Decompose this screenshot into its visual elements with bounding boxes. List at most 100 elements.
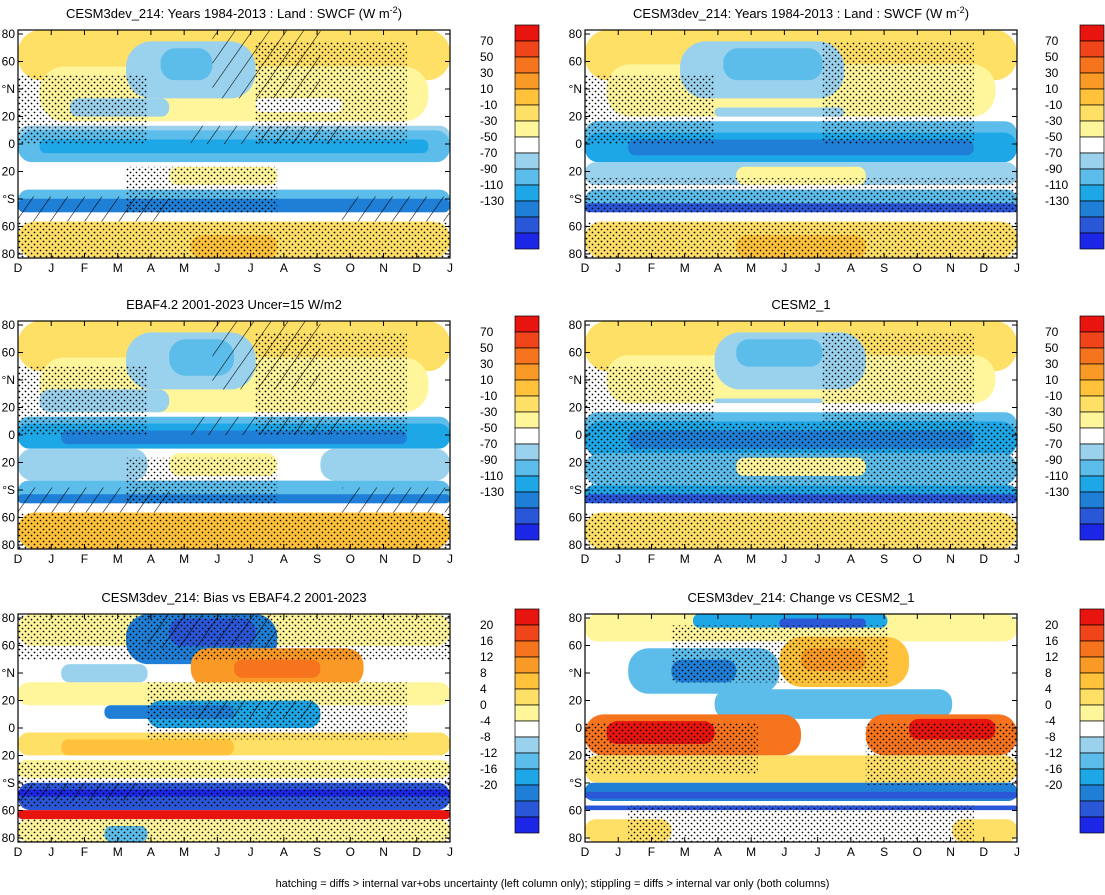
hatch-region: [147, 614, 278, 649]
colorbar-label: -4: [480, 714, 491, 728]
stipple-region: [18, 819, 450, 842]
x-tick-label: D: [581, 845, 590, 859]
colorbar-swatch: [1079, 608, 1105, 626]
colorbar-label: -30: [480, 114, 498, 128]
x-tick-label: A: [714, 261, 722, 275]
colorbar-swatch: [514, 523, 540, 541]
colorbar-swatch: [514, 395, 540, 413]
title-suffix: ): [398, 6, 402, 21]
colorbar-swatch: [514, 72, 540, 90]
y-tick-label: 80: [2, 247, 16, 261]
color-field: [18, 614, 450, 842]
colorbar-label: -110: [480, 469, 503, 483]
contour-region: [723, 48, 823, 81]
x-tick-label: J: [1014, 261, 1020, 275]
y-tick-label: °S: [2, 776, 15, 790]
x-tick-label: A: [847, 845, 855, 859]
y-tick-label: 20: [2, 456, 16, 470]
colorbar-swatch: [1079, 363, 1105, 381]
y-tick-label: 80: [2, 27, 16, 41]
colorbar-swatch: [514, 768, 540, 786]
panel-title: CESM3dev_214: Years 1984-2013 : Land : S…: [633, 5, 969, 21]
y-tick-label: 20: [569, 401, 583, 415]
colorbar-label: -70: [1045, 437, 1063, 451]
colorbar-swatch: [514, 459, 540, 477]
colorbar-swatch: [1079, 491, 1105, 509]
contour-region: [61, 664, 148, 683]
colorbar-swatch: [514, 120, 540, 138]
colorbar: 20 16 12 8 4 0 -4 -8 -12 -16 -20: [480, 608, 540, 834]
colorbar-swatch: [1079, 120, 1105, 138]
colorbar: 70 50 30 10 -10 -30 -50 -70 -90 -110 -130: [480, 24, 540, 250]
colorbar-swatch: [1079, 640, 1105, 658]
y-tick-label: 80: [569, 831, 583, 845]
panel-title: CESM3dev_214: Change vs CESM2_1: [688, 590, 915, 605]
colorbar-swatch: [514, 24, 540, 42]
colorbar-swatch: [1079, 507, 1105, 525]
y-tick-label: °S: [2, 483, 15, 497]
hatch-region: [212, 30, 321, 99]
y-tick-label: 0: [8, 137, 15, 151]
x-tick-label: N: [379, 845, 388, 859]
contour-region: [61, 739, 235, 756]
title-exponent: -2: [957, 5, 965, 15]
colorbar-swatch: [1079, 24, 1105, 42]
colorbar-swatch: [1079, 475, 1105, 493]
x-tick-label: A: [847, 261, 855, 275]
x-tick-label: A: [714, 552, 722, 566]
colorbar-swatch: [514, 379, 540, 397]
colorbar-swatch: [514, 491, 540, 509]
colorbar-swatch: [1079, 800, 1105, 818]
x-tick-label: J: [48, 261, 54, 275]
x-tick-label: D: [412, 845, 421, 859]
colorbar-swatch: [514, 608, 540, 626]
colorbar-swatch: [514, 88, 540, 106]
colorbar-swatch: [514, 656, 540, 674]
colorbar-swatch: [514, 704, 540, 722]
y-tick-label: 0: [575, 721, 582, 735]
figure-footer-note: hatching = diffs > internal var+obs unce…: [275, 878, 830, 890]
colorbar-label: 30: [480, 66, 494, 80]
colorbar-swatch: [1079, 459, 1105, 477]
colorbar-swatch: [1079, 720, 1105, 738]
colorbar-label: 10: [480, 373, 494, 387]
colorbar-swatch: [1079, 347, 1105, 365]
colorbar-label: -30: [1045, 405, 1063, 419]
colorbar-label: 10: [1045, 82, 1059, 96]
colorbar-swatch: [1079, 736, 1105, 754]
y-tick-label: 80: [569, 318, 583, 332]
y-tick-label: 0: [8, 428, 15, 442]
y-tick-label: °N: [569, 82, 582, 96]
y-tick-label: °N: [569, 373, 582, 387]
stipple-region: [18, 75, 148, 144]
x-tick-label: O: [346, 552, 355, 566]
x-tick-label: M: [113, 552, 123, 566]
colorbar-swatch: [514, 40, 540, 58]
x-tick-label: J: [1014, 552, 1020, 566]
y-tick-label: 0: [575, 137, 582, 151]
x-tick-label: M: [746, 845, 756, 859]
x-tick-label: A: [280, 261, 288, 275]
y-tick-label: 60: [2, 55, 16, 69]
colorbar-swatch: [1079, 136, 1105, 154]
x-tick-label: S: [880, 261, 888, 275]
x-tick-label: A: [147, 261, 155, 275]
colorbar-label: -12: [1045, 746, 1063, 760]
x-tick-label: N: [946, 845, 955, 859]
y-tick-label: °S: [569, 483, 582, 497]
colorbar-swatch: [1079, 56, 1105, 74]
colorbar-swatch: [1079, 331, 1105, 349]
y-tick-label: 20: [569, 749, 583, 763]
colorbar-label: 70: [1045, 325, 1059, 339]
x-tick-label: J: [615, 845, 621, 859]
colorbar-swatch: [514, 411, 540, 429]
colorbar-swatch: [514, 640, 540, 658]
colorbar-label: 12: [1045, 650, 1059, 664]
colorbar-swatch: [1079, 315, 1105, 333]
colorbar-label: 0: [1045, 698, 1052, 712]
contour-region: [736, 339, 823, 367]
y-tick-label: °N: [569, 666, 582, 680]
stipple-region: [18, 366, 148, 435]
colorbar-swatch: [1079, 40, 1105, 58]
colorbar-swatch: [1079, 656, 1105, 674]
